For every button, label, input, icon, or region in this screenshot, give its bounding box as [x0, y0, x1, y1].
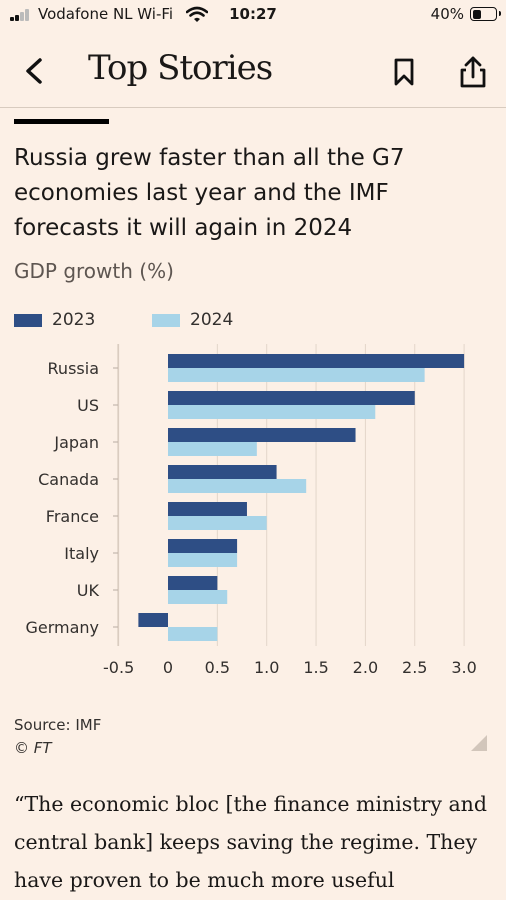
expand-icon[interactable]: [470, 734, 488, 752]
x-tick-label: -0.5: [103, 658, 134, 677]
battery-percent: 40%: [430, 5, 464, 23]
category-label: Germany: [25, 618, 99, 637]
legend-item-2024: 2024: [152, 310, 272, 332]
bar-2023-germany: [138, 613, 168, 627]
carrier-label: Vodafone NL Wi-Fi: [38, 5, 174, 23]
share-icon[interactable]: [458, 55, 488, 89]
bar-2023-italy: [168, 539, 238, 553]
bar-2024-canada: [168, 479, 307, 493]
nav-bar: Top Stories: [0, 30, 506, 108]
category-label: US: [77, 396, 99, 415]
signal-icon: [10, 9, 32, 21]
category-label: Italy: [64, 544, 99, 563]
bar-2024-japan: [168, 442, 257, 456]
page-title: Top Stories: [88, 48, 273, 88]
bar-2023-france: [168, 502, 247, 516]
status-bar: Vodafone NL Wi-Fi 10:27 40%: [0, 0, 506, 30]
x-tick-label: 2.5: [402, 658, 427, 677]
chart-subtitle: GDP growth (%): [14, 259, 174, 283]
bookmark-icon[interactable]: [392, 57, 416, 87]
bar-2023-russia: [168, 354, 465, 368]
bar-2024-uk: [168, 590, 228, 604]
category-label: UK: [77, 581, 100, 600]
bar-2024-france: [168, 516, 267, 530]
x-tick-label: 2.0: [353, 658, 378, 677]
chart-headline: Russia grew faster than all the G7 econo…: [14, 145, 405, 241]
category-label: Russia: [48, 359, 99, 378]
article-body-quote: “The economic bloc [the finance ministry…: [14, 792, 487, 892]
bar-2023-canada: [168, 465, 277, 479]
battery-icon: [470, 7, 501, 21]
legend-label: 2023: [52, 310, 96, 330]
bar-2023-uk: [168, 576, 218, 590]
x-tick-label: 1.5: [303, 658, 328, 677]
x-tick-label: 1.0: [254, 658, 279, 677]
legend-swatch: [14, 314, 42, 327]
category-label: Japan: [53, 433, 99, 452]
x-tick-label: 0: [163, 658, 173, 677]
bar-2024-us: [168, 405, 376, 419]
chart-legend: 2023 2024: [14, 310, 314, 334]
legend-label: 2024: [190, 310, 234, 330]
legend-item-2023: 2023: [14, 310, 134, 332]
bar-2024-russia: [168, 368, 425, 382]
gdp-growth-bar-chart: Russia US Japan Canada France Italy UK Germany -…: [25, 344, 477, 677]
chevron-left-icon[interactable]: [20, 56, 48, 86]
bar-2024-germany: [168, 627, 218, 641]
category-label: France: [46, 507, 99, 526]
category-label: Canada: [38, 470, 99, 489]
chart-copyright: © FT: [14, 739, 52, 757]
legend-swatch: [152, 314, 180, 327]
wifi-icon: [186, 6, 208, 22]
section-rule: [14, 119, 109, 124]
bar-2023-japan: [168, 428, 356, 442]
chart-source: Source: IMF: [14, 716, 102, 734]
bar-2024-italy: [168, 553, 238, 567]
x-tick-label: 0.5: [205, 658, 230, 677]
bar-2023-us: [168, 391, 415, 405]
clock: 10:27: [229, 5, 277, 23]
x-tick-label: 3.0: [451, 658, 476, 677]
